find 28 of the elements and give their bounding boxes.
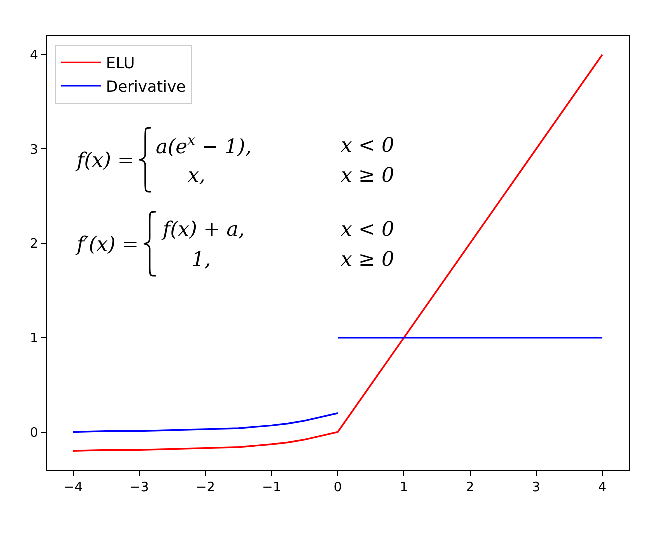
annotation: f(x) = (75, 148, 134, 172)
x-tick-label: 0 (334, 480, 342, 496)
x-tick-label: 4 (598, 480, 607, 496)
annotation: f′(x) = (75, 232, 139, 256)
annotation: x < 0 (341, 133, 395, 157)
y-tick-label: 1 (30, 331, 38, 346)
x-tick-label: 3 (532, 480, 541, 496)
legend-label: Derivative (106, 78, 186, 96)
x-tick-label: 2 (466, 480, 474, 496)
annotation: a(e$^{x}$ − 1), (156, 133, 252, 158)
annotation: x < 0 (341, 217, 395, 241)
y-tick-label: 3 (30, 142, 38, 158)
annotation: f(x) + a, (161, 217, 246, 241)
line-series (72, 54, 604, 452)
x-tick-label: −4 (64, 480, 84, 496)
legend-label: ELU (106, 54, 136, 73)
y-tick-label: 2 (30, 237, 38, 252)
annotation: x, (188, 163, 206, 187)
line-series (72, 412, 339, 434)
x-tick-label: −3 (130, 480, 150, 496)
y-tick-label: 4 (30, 48, 38, 64)
y-tick-label: 0 (30, 426, 38, 441)
x-tick-label: −1 (262, 480, 282, 496)
annotation: 1, (192, 247, 212, 271)
annotation: x ≥ 0 (341, 163, 395, 187)
x-tick-label: 1 (400, 480, 408, 496)
annotation: x ≥ 0 (341, 247, 395, 271)
x-tick-label: −2 (196, 480, 216, 496)
